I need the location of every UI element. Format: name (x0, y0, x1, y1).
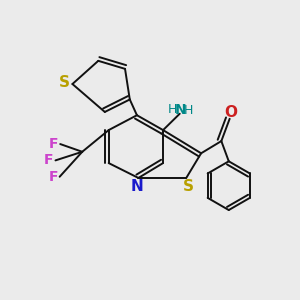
Text: H: H (184, 104, 193, 117)
Text: S: S (183, 179, 194, 194)
Text: H: H (168, 103, 177, 116)
Text: F: F (48, 170, 58, 184)
Text: F: F (44, 153, 53, 167)
Text: O: O (225, 105, 238, 120)
Text: N: N (175, 103, 186, 117)
Text: N: N (130, 179, 143, 194)
Text: F: F (49, 137, 58, 151)
Text: S: S (58, 75, 70, 90)
